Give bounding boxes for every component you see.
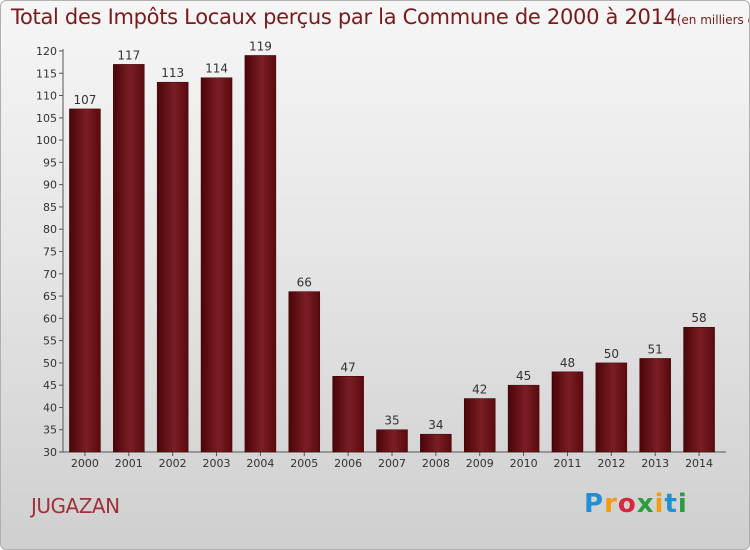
y-tick-label: 120 [36,45,57,58]
value-label-2008: 34 [428,418,443,432]
x-tick-label-2010: 2010 [510,457,538,470]
logo-letter: x [636,489,655,519]
y-tick-label: 60 [43,312,57,325]
bar-2009 [463,398,496,453]
bars-group: 107 117 113 114 119 66 47 35 34 42 45 48 50 51 58 [69,39,715,453]
value-label-2010: 45 [516,369,531,383]
bar-2012 [595,362,628,453]
x-tick-label-2005: 2005 [290,457,318,470]
bar-2004 [244,55,277,453]
bar-2001 [113,64,145,453]
bar-2006 [332,376,364,453]
x-tick-label-2006: 2006 [334,457,362,470]
bar-2003 [200,77,233,453]
value-label-2000: 107 [73,93,96,107]
x-tick-label-2011: 2011 [553,457,581,470]
bar-2010 [507,384,540,453]
bar-2007 [376,429,408,453]
y-tick-label: 85 [43,201,57,214]
x-tick-label-2003: 2003 [203,457,231,470]
logo-letter: o [617,489,637,519]
y-tick-label: 45 [43,379,57,392]
y-tick-label: 115 [36,67,57,80]
value-label-2005: 66 [297,276,312,290]
value-label-2007: 35 [384,414,399,428]
y-tick-label: 110 [36,90,57,103]
logo-letter: t [664,489,678,519]
value-label-2006: 47 [340,360,355,374]
y-axis: 30 35 40 45 50 55 60 65 70 75 80 85 90 95 100 105 110 115… [36,45,64,459]
y-tick-label: 75 [43,246,57,259]
x-tick-label-2008: 2008 [422,457,450,470]
bar-2008 [420,433,452,453]
x-tick-label-2007: 2007 [378,457,406,470]
value-label-2009: 42 [472,383,487,397]
bar-2011 [551,371,584,453]
value-label-2001: 117 [117,48,140,62]
logo-letter: i [677,489,688,519]
y-tick-label: 80 [43,223,57,236]
x-tick-label-2001: 2001 [115,457,143,470]
x-tick-label-2002: 2002 [159,457,187,470]
bar-2013 [639,358,671,453]
logo-letter: P [584,489,605,519]
chart-title: Total des Impôts Locaux perçus par la Co… [11,5,677,29]
x-tick-label-2012: 2012 [597,457,625,470]
y-tick-label: 95 [43,156,57,169]
y-tick-label: 35 [43,424,57,437]
logo-letter: r [604,489,618,519]
y-tick-label: 50 [43,357,57,370]
logo-letter: i [654,489,665,519]
bar-2000 [69,108,101,453]
commune-name: JUGAZAN [31,494,120,518]
bar-2005 [288,291,321,453]
chart-unit: (en milliers d'€) [676,13,749,27]
bar-2002 [156,81,189,453]
proxiti-logo: Proxiti [584,489,688,519]
x-tick-label-2000: 2000 [71,457,99,470]
value-label-2011: 48 [560,356,575,370]
y-tick-label: 100 [36,134,57,147]
y-tick-label: 70 [43,268,57,281]
y-tick-label: 65 [43,290,57,303]
y-tick-label: 40 [43,401,57,414]
bar-2014 [683,326,715,453]
y-tick-label: 55 [43,335,57,348]
y-tick-label: 30 [43,446,57,459]
x-tick-label-2014: 2014 [685,457,713,470]
title-row: Total des Impôts Locaux perçus par la Co… [11,5,749,29]
value-label-2014: 58 [691,311,706,325]
value-label-2003: 114 [205,62,228,76]
y-tick-label: 105 [36,112,57,125]
y-tick-label: 90 [43,179,57,192]
value-label-2002: 113 [161,66,184,80]
value-label-2013: 51 [648,342,663,356]
x-tick-label-2009: 2009 [466,457,494,470]
x-tick-label-2013: 2013 [641,457,669,470]
value-label-2012: 50 [604,347,619,361]
value-label-2004: 119 [249,39,272,53]
x-axis: 2000 2001 2002 2003 2004 2005 2006 2007 2008 2009… [63,451,726,470]
x-tick-label-2004: 2004 [246,457,274,470]
